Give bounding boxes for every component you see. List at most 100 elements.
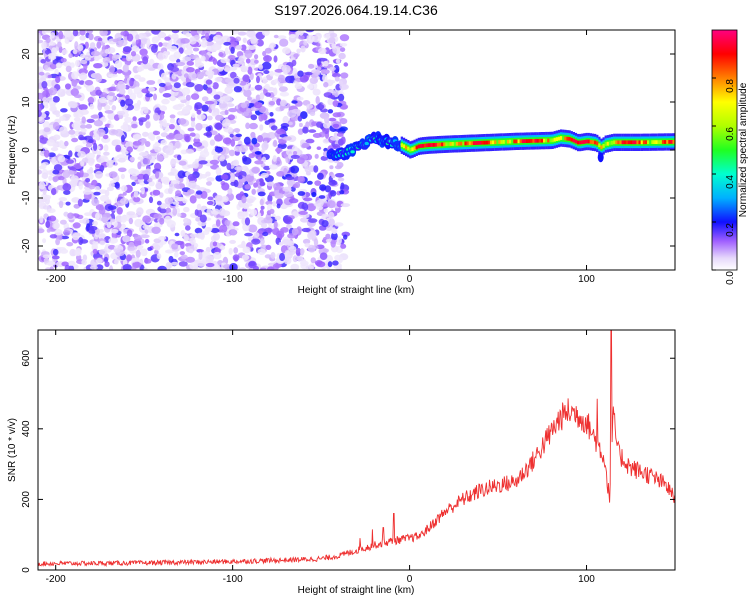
noise-cell	[71, 137, 79, 143]
noise-cell	[177, 118, 187, 125]
noise-cell	[310, 257, 316, 264]
noise-cell	[332, 260, 339, 266]
noise-cell	[146, 80, 156, 85]
noise-cell	[62, 183, 72, 192]
noise-cell	[92, 220, 98, 226]
noise-cell	[187, 127, 195, 132]
noise-cell	[122, 64, 129, 73]
y-tick-label: 400	[21, 420, 32, 437]
noise-cell	[242, 37, 247, 43]
band-cell	[519, 139, 522, 144]
noise-cell	[131, 181, 136, 186]
noise-cell	[196, 113, 206, 121]
noise-cell	[292, 255, 298, 263]
noise-cell	[206, 131, 212, 138]
noise-cell	[214, 134, 223, 142]
noise-cell	[270, 125, 278, 131]
noise-cell	[160, 132, 169, 138]
noise-cell	[273, 139, 278, 147]
noise-cell	[314, 153, 319, 159]
noise-cell	[42, 238, 47, 244]
noise-cell	[306, 203, 316, 212]
noise-cell	[195, 122, 203, 131]
noise-cell	[43, 257, 50, 264]
noise-cell	[214, 146, 223, 153]
noise-cell	[79, 30, 86, 36]
noise-cell	[73, 117, 81, 122]
noise-cell	[210, 208, 220, 215]
x-tick-label: 100	[578, 574, 595, 585]
noise-cell	[218, 156, 225, 162]
noise-cell	[67, 260, 76, 266]
noise-cell	[44, 30, 53, 33]
noise-cell	[262, 76, 268, 84]
noise-cell	[38, 71, 45, 76]
noise-cell	[167, 172, 175, 176]
noise-cell	[180, 38, 190, 44]
noise-cell	[46, 208, 56, 214]
noise-cell	[194, 102, 203, 110]
noise-cell	[266, 132, 277, 140]
noise-cell	[82, 189, 92, 195]
band-cell	[672, 140, 675, 144]
noise-cell	[254, 59, 259, 64]
noise-cell	[39, 216, 44, 224]
noise-cell	[321, 220, 329, 228]
noise-cell	[199, 150, 210, 158]
band-cell	[517, 139, 520, 144]
noise-cell	[330, 239, 336, 248]
noise-cell	[50, 32, 55, 39]
noise-cell	[212, 264, 221, 270]
noise-cell	[90, 114, 99, 119]
noise-cell	[164, 36, 171, 41]
noise-cell	[219, 99, 224, 104]
noise-cell	[98, 111, 103, 119]
noise-cell	[128, 217, 134, 225]
noise-cell	[254, 54, 259, 60]
noise-cell	[329, 66, 336, 72]
noise-cell	[131, 46, 137, 51]
noise-cell	[272, 263, 280, 270]
noise-cell	[114, 60, 123, 69]
noise-cell	[204, 255, 214, 263]
noise-cell	[186, 67, 195, 73]
noise-cell	[153, 112, 159, 122]
noise-cell	[113, 248, 121, 253]
band-cell	[523, 139, 527, 143]
noise-cell	[262, 30, 270, 36]
noise-cell	[235, 133, 242, 138]
noise-cell	[67, 212, 74, 219]
noise-cell	[154, 244, 161, 251]
noise-cell	[233, 86, 242, 93]
noise-cell	[205, 262, 215, 268]
noise-cell	[327, 261, 333, 268]
snr-x-label: Height of straight line (km)	[298, 585, 415, 596]
noise-cell	[129, 78, 134, 87]
noise-cell	[219, 224, 228, 233]
band-cell	[415, 145, 418, 150]
noise-cell	[259, 238, 265, 246]
noise-cell	[99, 240, 106, 246]
noise-cell	[155, 182, 163, 190]
noise-cell	[182, 56, 192, 62]
colorbar-tick-label: 0.6	[725, 127, 736, 141]
noise-cell	[85, 178, 91, 183]
noise-cell	[65, 65, 72, 73]
noise-cell	[179, 212, 187, 218]
noise-cell	[75, 59, 80, 67]
noise-cell	[38, 92, 44, 100]
noise-cell	[277, 35, 287, 40]
noise-cell	[69, 248, 77, 257]
noise-cell	[273, 182, 281, 191]
noise-cell	[262, 137, 272, 142]
noise-cell	[91, 198, 100, 207]
noise-cell	[178, 160, 187, 166]
noise-cell	[232, 221, 240, 227]
band-cell	[587, 139, 590, 144]
noise-cell	[151, 226, 161, 234]
noise-cell	[94, 170, 103, 179]
noise-cell	[312, 133, 322, 138]
noise-cell	[323, 121, 331, 129]
noise-cell	[97, 37, 103, 42]
noise-cell	[122, 121, 129, 129]
